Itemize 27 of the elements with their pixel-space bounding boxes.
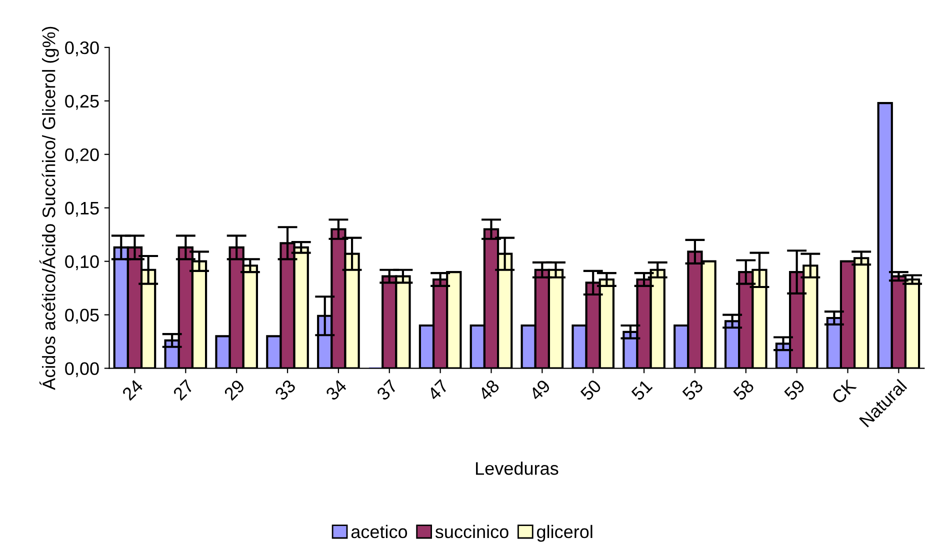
x-tick-label: 27 — [172, 378, 194, 401]
y-tick-label: 0,05 — [65, 308, 99, 324]
y-tick-label: 0,00 — [65, 362, 99, 378]
y-tick-label: 0,20 — [65, 148, 99, 164]
x-tick-label: CK — [831, 378, 857, 404]
x-tick-label: 49 — [528, 378, 551, 402]
y-tick-label: 0,15 — [65, 202, 99, 217]
y-tick-label: 0,30 — [65, 41, 99, 56]
legend-label: succinico — [435, 524, 508, 538]
y-axis-title: Ácidos acético/Ácido Succínico/ Glicerol (g%) — [39, 26, 59, 390]
legend-label: glicerol — [537, 524, 592, 542]
x-axis-title: Leveduras — [476, 462, 558, 475]
x-tick-label: 48 — [478, 378, 500, 402]
x-tick-label: 37 — [376, 378, 398, 402]
legend-label: acetico — [351, 524, 408, 538]
x-tick-label: 47 — [426, 379, 449, 402]
x-tick-label: 58 — [732, 378, 755, 402]
x-tick-label: 34 — [325, 378, 348, 402]
x-tick-label: 51 — [630, 379, 653, 402]
x-tick-label: 50 — [580, 378, 602, 402]
x-tick-label: 24 — [122, 378, 144, 401]
x-tick-label: 53 — [682, 378, 704, 402]
x-tick-label: 33 — [274, 378, 296, 402]
y-tick-label: 0,25 — [65, 94, 99, 110]
x-tick-label: 59 — [783, 378, 806, 402]
x-tick-label: 29 — [223, 378, 246, 401]
y-tick-label: 0,10 — [65, 255, 99, 270]
